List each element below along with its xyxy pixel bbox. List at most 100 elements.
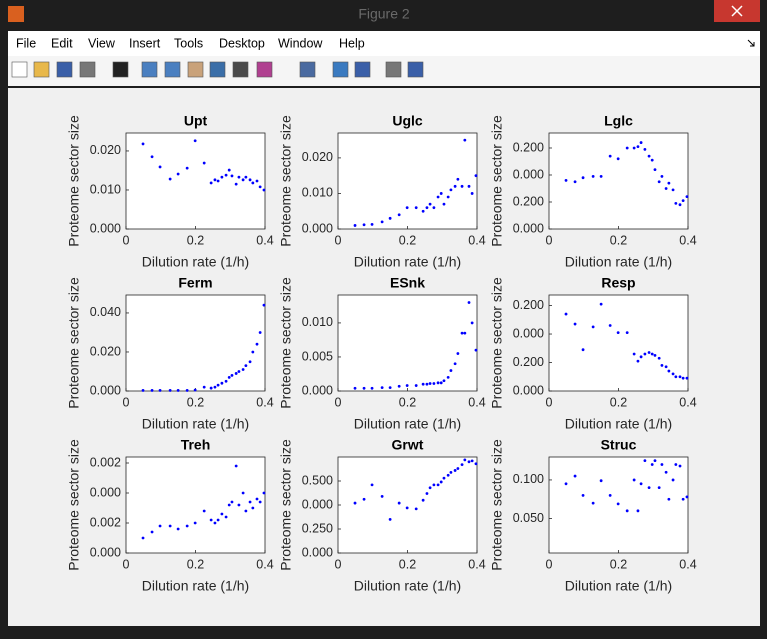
data-point — [213, 521, 217, 525]
data-point — [241, 368, 245, 371]
toolbar-button[interactable] — [299, 61, 316, 78]
toolbar-button[interactable] — [79, 61, 96, 78]
menu-item[interactable]: Help — [339, 36, 365, 50]
data-point — [176, 172, 180, 176]
data-point — [425, 382, 429, 386]
axes-background — [548, 294, 689, 392]
menu-item[interactable]: File — [16, 36, 36, 50]
data-point — [150, 155, 154, 159]
data-point — [674, 201, 678, 205]
toolbar-button[interactable] — [141, 61, 158, 78]
data-point — [414, 384, 418, 387]
data-point — [141, 536, 145, 540]
menu-item[interactable]: Window — [278, 36, 323, 50]
toolbar-button[interactable] — [33, 61, 50, 78]
data-point — [632, 478, 636, 482]
data-point — [193, 521, 197, 525]
data-point — [463, 331, 467, 335]
data-point — [674, 463, 678, 466]
data-point — [681, 497, 685, 501]
toolbar-button[interactable] — [332, 61, 349, 78]
x-tick-label: 0 — [546, 395, 553, 409]
data-point — [255, 497, 259, 501]
data-point — [150, 530, 154, 534]
toolbar-icons — [11, 61, 424, 78]
data-point — [414, 206, 418, 210]
data-point — [421, 382, 425, 386]
data-point — [664, 187, 668, 190]
close-icon — [731, 5, 743, 17]
window-title: Figure 2 — [358, 6, 410, 22]
toolbar-button[interactable] — [354, 61, 371, 78]
y-tick-label: 0.000 — [513, 326, 544, 340]
data-point — [248, 360, 252, 364]
data-point — [230, 373, 234, 377]
data-point — [258, 185, 262, 189]
data-point — [667, 181, 671, 185]
toolbar-button[interactable] — [112, 61, 129, 78]
toolbar-button[interactable] — [407, 61, 424, 78]
data-point — [678, 464, 682, 468]
menu-bar — [8, 31, 760, 56]
data-point — [380, 494, 384, 498]
data-point — [370, 483, 374, 487]
toolbar-button[interactable] — [256, 61, 273, 78]
data-point — [436, 483, 440, 487]
axes-background — [337, 294, 478, 392]
data-point — [636, 145, 640, 149]
x-axis-label: Dilution rate (1/h) — [565, 578, 672, 594]
data-point — [397, 501, 401, 505]
data-point — [168, 524, 172, 528]
data-point — [671, 372, 675, 376]
data-point — [220, 512, 224, 516]
y-tick-label: 0.020 — [90, 344, 121, 358]
data-point — [255, 179, 259, 183]
menu-item[interactable]: Edit — [51, 36, 73, 50]
data-point — [460, 184, 464, 188]
data-point — [657, 486, 661, 490]
data-point — [470, 321, 474, 325]
data-point — [241, 178, 245, 182]
x-tick-label: 0.2 — [399, 395, 416, 409]
menu-item[interactable]: Tools — [174, 36, 203, 50]
subplot-title: Resp — [601, 275, 635, 291]
toolbar-button[interactable] — [385, 61, 402, 78]
x-tick-label: 0.4 — [679, 233, 696, 247]
data-point — [667, 369, 671, 373]
data-point — [456, 177, 460, 181]
x-tick-label: 0 — [546, 233, 553, 247]
x-axis-label: Dilution rate (1/h) — [354, 578, 461, 594]
toolbar-button[interactable] — [164, 61, 181, 78]
data-point — [685, 495, 689, 499]
y-axis-label: Proteome sector size — [278, 439, 294, 571]
data-point — [632, 146, 636, 150]
menu-item[interactable]: View — [88, 36, 116, 50]
axes-background — [125, 294, 266, 392]
toolbar-button[interactable] — [187, 61, 204, 78]
data-point — [227, 168, 231, 172]
menu-item[interactable]: Insert — [129, 36, 161, 50]
data-point — [380, 220, 384, 224]
toolbar-button[interactable] — [11, 61, 28, 78]
data-point — [436, 381, 440, 385]
x-tick-label: 0 — [335, 233, 342, 247]
subplot: Grwt Dilution rate (1/h) Proteome sector s… — [278, 437, 486, 594]
data-point — [581, 348, 585, 352]
x-tick-label: 0.4 — [256, 395, 273, 409]
data-point — [681, 376, 685, 380]
toolbar-button[interactable] — [232, 61, 249, 78]
data-point — [202, 385, 206, 389]
data-point — [241, 491, 245, 495]
toolbar-button[interactable] — [56, 61, 73, 78]
data-point — [467, 301, 471, 304]
y-tick-label: 0.200 — [513, 355, 544, 369]
menu-item[interactable]: Desktop — [219, 36, 265, 50]
data-point — [248, 500, 252, 504]
data-point — [362, 223, 366, 227]
data-point — [647, 351, 651, 354]
data-point — [581, 176, 585, 180]
toolbar-button[interactable] — [209, 61, 226, 78]
axes-background — [548, 132, 689, 230]
data-point — [234, 372, 238, 375]
